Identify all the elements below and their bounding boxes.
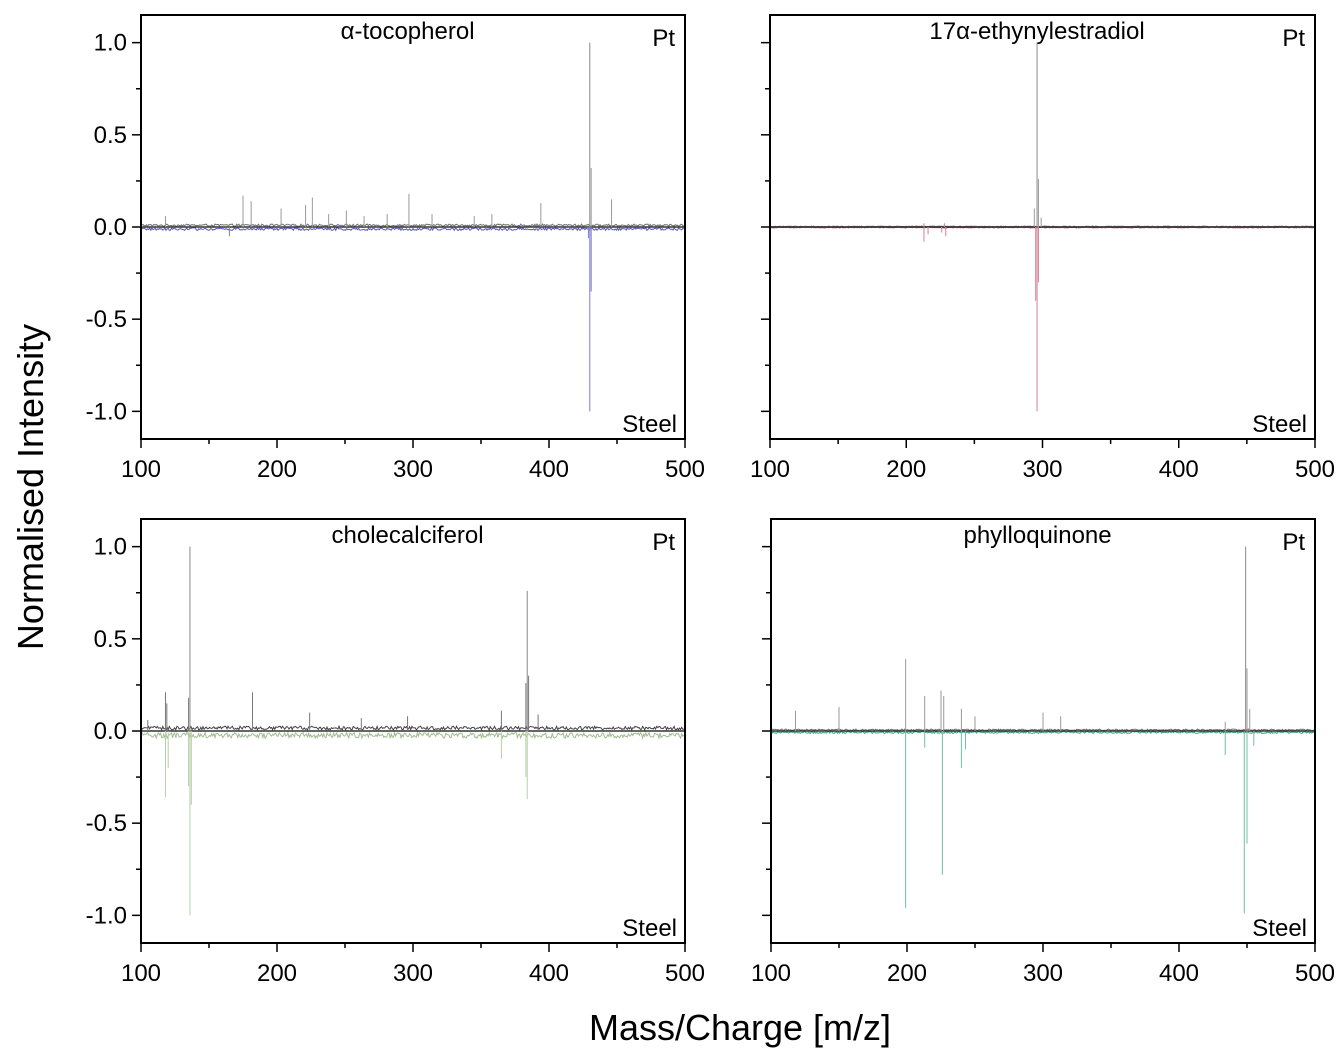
lower-baseline-trace bbox=[141, 730, 685, 740]
y-tick-label: 0.0 bbox=[94, 214, 127, 241]
y-tick-label: -0.5 bbox=[86, 810, 127, 837]
x-tick-label: 400 bbox=[1159, 456, 1199, 483]
upper-baseline-trace bbox=[771, 728, 1315, 732]
spectrum-plot-area bbox=[771, 546, 1315, 914]
bottom-surface-label: Steel bbox=[622, 411, 677, 438]
y-axis-title: Normalised Intensity bbox=[10, 324, 51, 650]
y-tick-label: 1.0 bbox=[94, 30, 127, 57]
bottom-surface-label: Steel bbox=[622, 915, 677, 942]
y-tick-label: -1.0 bbox=[86, 902, 127, 929]
top-surface-label: Pt bbox=[652, 25, 675, 52]
panel-title: α-tocopherol bbox=[341, 18, 475, 45]
chart-panels: 100 200 300 400 500 -1.0 -0.5 0.0 0.5 1.0 α-tocoph… bbox=[86, 14, 1335, 987]
x-tick-label: 200 bbox=[257, 960, 297, 987]
panel-4: 100 200 300 400 500 phylloquinone Pt Steel bbox=[751, 518, 1335, 987]
x-tick-label: 100 bbox=[750, 456, 790, 483]
y-tick-label: 0.5 bbox=[94, 122, 127, 149]
x-tick-label: 500 bbox=[1295, 960, 1335, 987]
y-tick-label: 0.5 bbox=[94, 626, 127, 653]
x-tick-label: 200 bbox=[886, 456, 926, 483]
x-tick-label: 300 bbox=[393, 456, 433, 483]
upper-baseline-trace bbox=[141, 724, 685, 732]
top-surface-label: Pt bbox=[1282, 529, 1305, 556]
x-tick-label: 400 bbox=[529, 960, 569, 987]
top-surface-label: Pt bbox=[652, 529, 675, 556]
spectrum-plot-area bbox=[141, 42, 685, 412]
x-tick-label: 300 bbox=[1022, 456, 1062, 483]
y-tick-label: -1.0 bbox=[86, 398, 127, 425]
bottom-surface-label: Steel bbox=[1252, 411, 1307, 438]
x-tick-label: 100 bbox=[751, 960, 791, 987]
top-surface-label: Pt bbox=[1282, 25, 1305, 52]
y-tick-label: -0.5 bbox=[86, 306, 127, 333]
panel-title: 17α-ethynylestradiol bbox=[929, 18, 1144, 45]
x-tick-label: 100 bbox=[121, 456, 161, 483]
x-axis-title: Mass/Charge [m/z] bbox=[589, 1007, 891, 1048]
y-tick-label: 0.0 bbox=[94, 718, 127, 745]
panel-3: 100 200 300 400 500 -1.0 -0.5 0.0 0.5 1.0 cholecal… bbox=[86, 518, 705, 987]
x-tick-label: 500 bbox=[665, 960, 705, 987]
upper-baseline-trace bbox=[141, 223, 684, 228]
lower-baseline-trace bbox=[141, 226, 685, 232]
x-tick-label: 500 bbox=[665, 456, 705, 483]
x-tick-label: 100 bbox=[121, 960, 161, 987]
panel-1: 100 200 300 400 500 -1.0 -0.5 0.0 0.5 1.0 α-tocoph… bbox=[86, 14, 705, 483]
bottom-surface-label: Steel bbox=[1252, 915, 1307, 942]
x-tick-label: 400 bbox=[529, 456, 569, 483]
panel-2: 100 200 300 400 500 17α-ethynylestradiol Pt Ste… bbox=[750, 14, 1335, 483]
x-tick-label: 200 bbox=[257, 456, 297, 483]
panel-title: phylloquinone bbox=[963, 522, 1111, 549]
x-tick-label: 300 bbox=[1023, 960, 1063, 987]
lower-baseline-trace bbox=[771, 730, 1315, 735]
spectrum-plot-area bbox=[141, 546, 685, 916]
x-tick-label: 400 bbox=[1159, 960, 1199, 987]
x-tick-label: 500 bbox=[1295, 456, 1335, 483]
x-tick-label: 300 bbox=[393, 960, 433, 987]
y-tick-label: 1.0 bbox=[94, 534, 127, 561]
x-tick-label: 200 bbox=[887, 960, 927, 987]
spectrum-plot-area bbox=[770, 42, 1315, 412]
panel-title: cholecalciferol bbox=[332, 522, 484, 549]
